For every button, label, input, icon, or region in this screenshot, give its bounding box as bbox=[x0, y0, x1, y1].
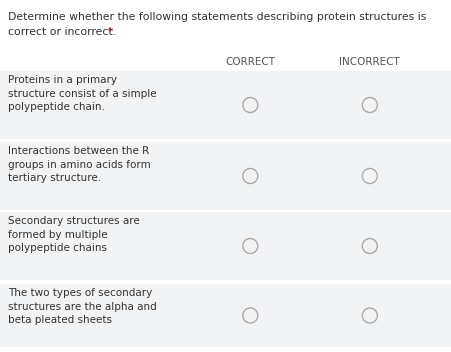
FancyBboxPatch shape bbox=[0, 71, 451, 139]
Text: *: * bbox=[108, 27, 113, 37]
Text: Proteins in a primary
structure consist of a simple
polypeptide chain.: Proteins in a primary structure consist … bbox=[8, 75, 156, 112]
Text: Interactions between the R
groups in amino acids form
tertiary structure.: Interactions between the R groups in ami… bbox=[8, 146, 151, 183]
FancyBboxPatch shape bbox=[0, 212, 451, 280]
Text: Determine whether the following statements describing protein structures is: Determine whether the following statemen… bbox=[8, 12, 426, 22]
FancyBboxPatch shape bbox=[0, 142, 451, 210]
Text: INCORRECT: INCORRECT bbox=[340, 57, 400, 67]
Text: correct or incorrect.: correct or incorrect. bbox=[8, 27, 116, 37]
FancyBboxPatch shape bbox=[0, 284, 451, 347]
Text: The two types of secondary
structures are the alpha and
beta pleated sheets: The two types of secondary structures ar… bbox=[8, 288, 157, 325]
Text: CORRECT: CORRECT bbox=[226, 57, 275, 67]
Text: Secondary structures are
formed by multiple
polypeptide chains: Secondary structures are formed by multi… bbox=[8, 216, 140, 253]
